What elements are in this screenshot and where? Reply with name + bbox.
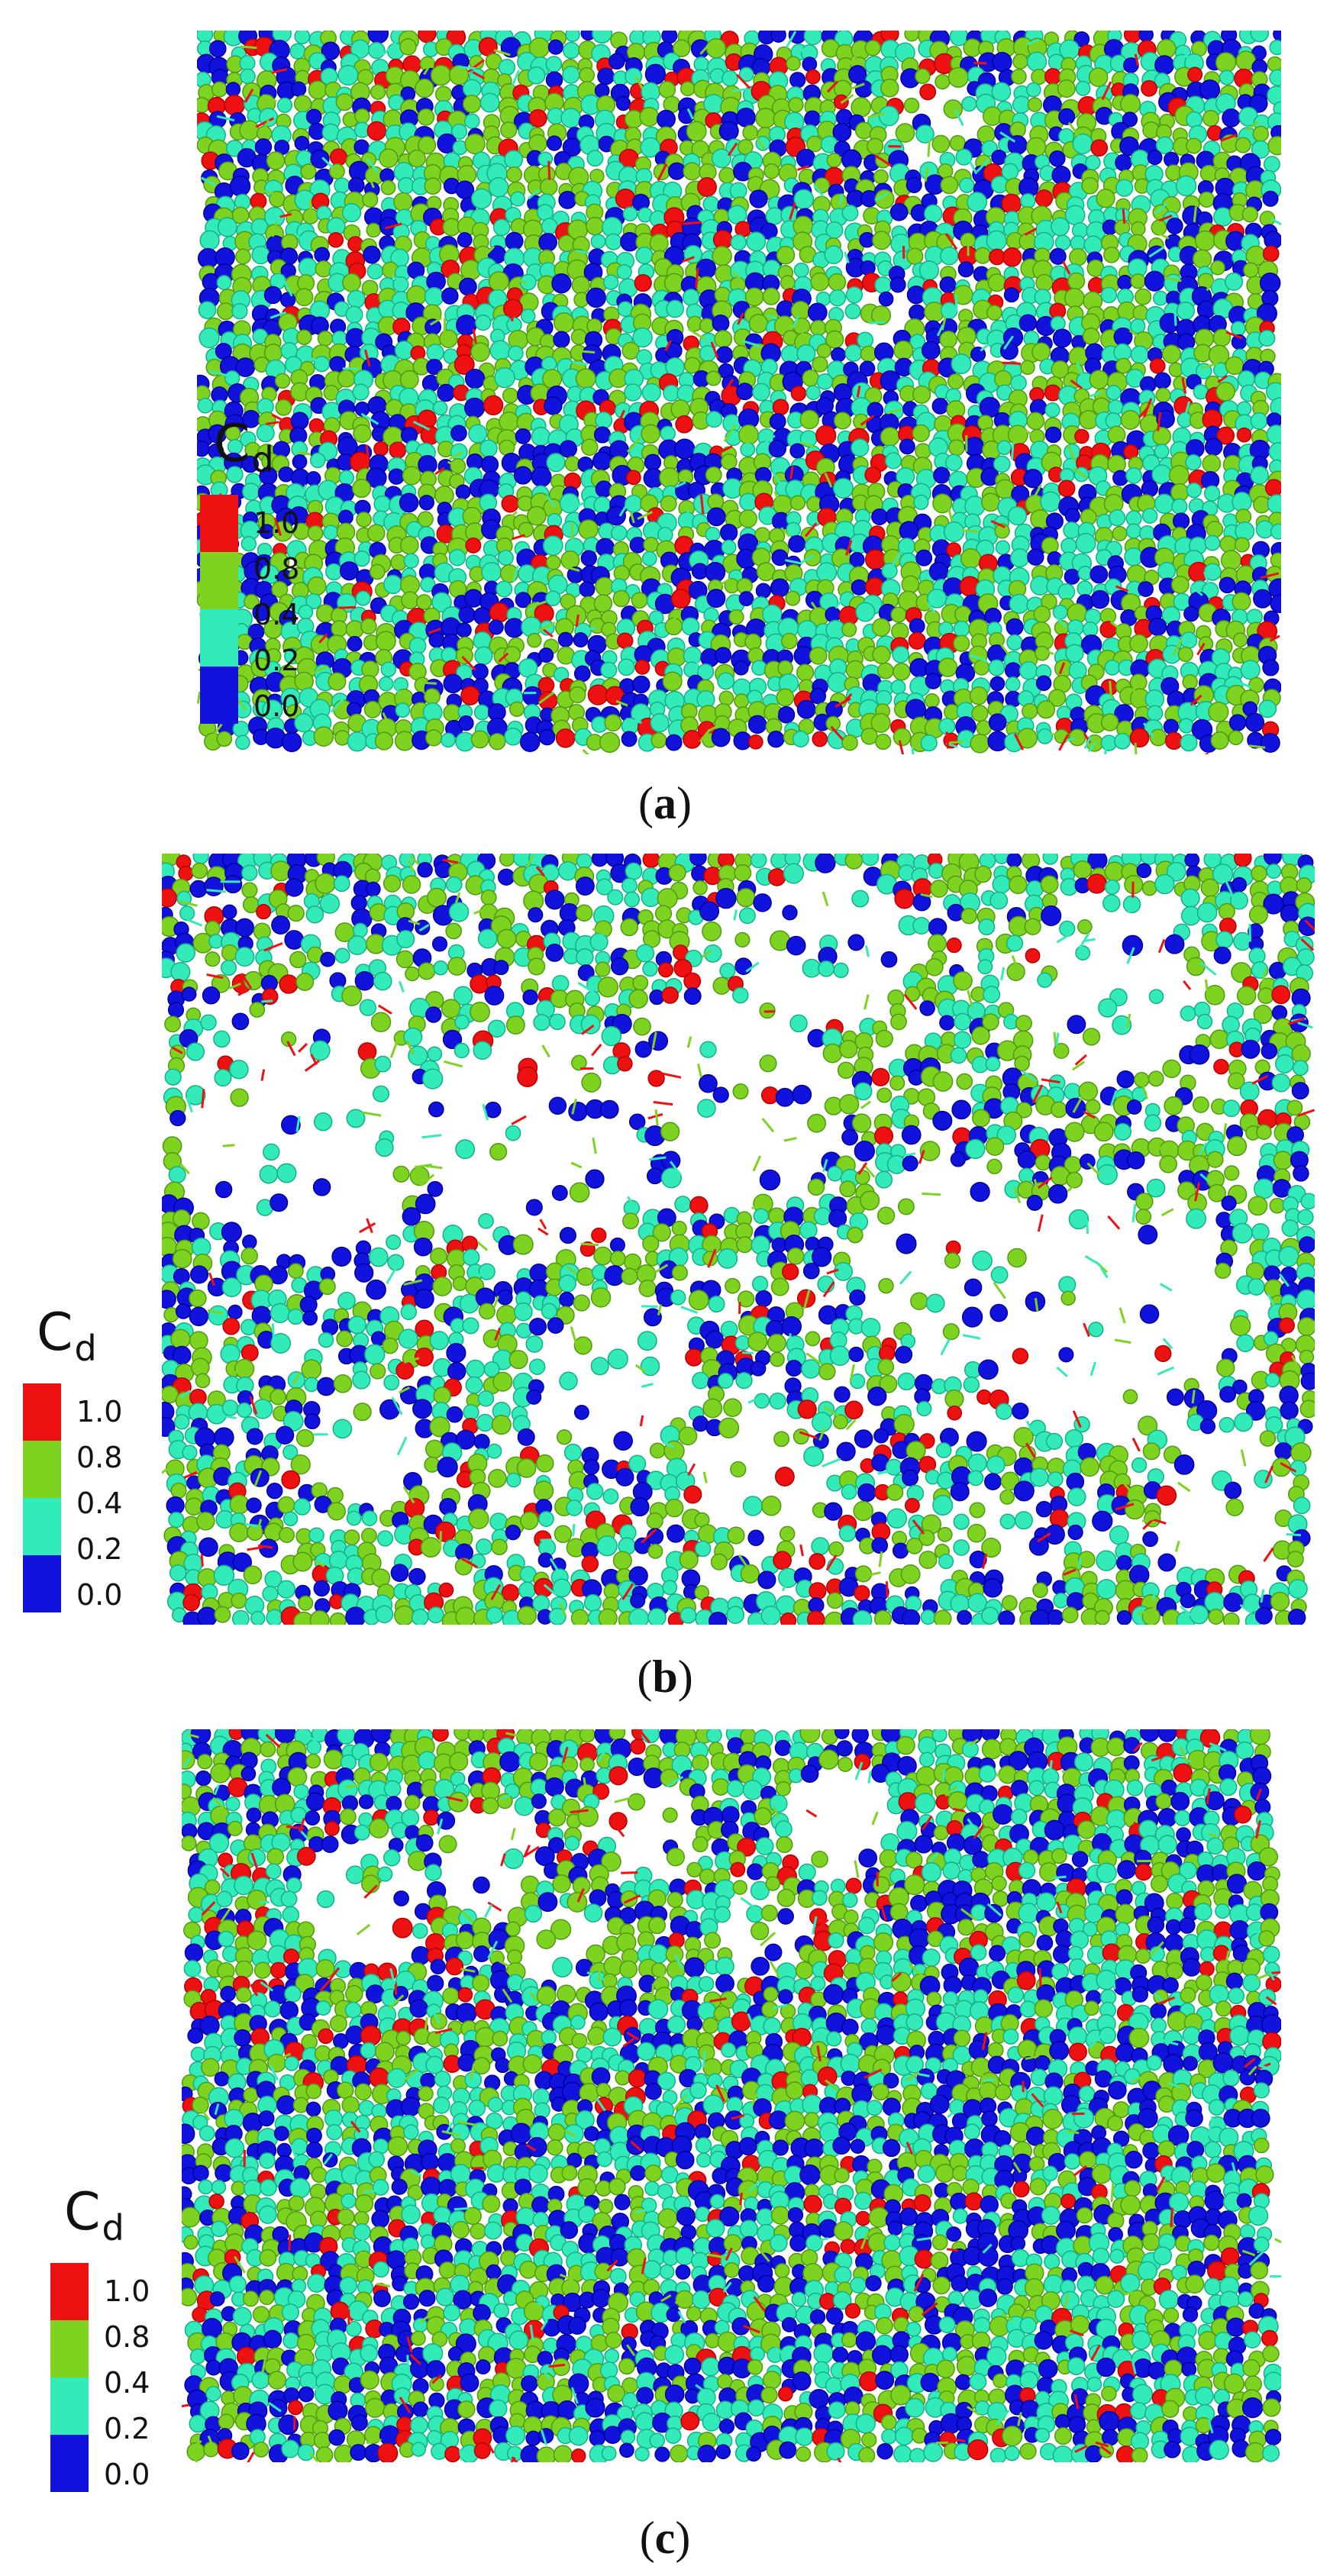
legend-tick: 0.4	[76, 1487, 123, 1520]
legend-tick: 1.0	[253, 506, 300, 540]
legend-tick: 0.4	[104, 2366, 150, 2400]
legend-swatch	[200, 495, 238, 552]
legend-colorbar	[200, 495, 238, 724]
legend-swatch	[200, 552, 238, 609]
legend-swatch	[50, 2377, 89, 2435]
legend-title: Cd	[214, 414, 274, 480]
caption-b: (b)	[637, 1651, 693, 1702]
legend-tick: 0.2	[253, 644, 300, 677]
legend-colorbar	[50, 2263, 89, 2492]
legend-swatch	[50, 2320, 89, 2377]
legend-tick: 1.0	[76, 1395, 123, 1428]
legend-tick: 0.0	[104, 2458, 150, 2491]
caption-c: (c)	[639, 2513, 691, 2563]
legend-colorbar	[23, 1383, 61, 1612]
legend-tick: 0.8	[253, 552, 300, 586]
legend-swatch	[50, 2263, 89, 2320]
particle-field-b	[162, 854, 1315, 1625]
caption-a: (a)	[638, 778, 692, 828]
legend-tick: 0.0	[253, 689, 300, 723]
legend-tick: 0.0	[76, 1578, 123, 1612]
legend-tick: 0.8	[104, 2320, 150, 2354]
legend-tick: 1.0	[104, 2274, 150, 2308]
legend-title: Cd	[64, 2182, 124, 2248]
legend-tick: 0.4	[253, 598, 300, 631]
legend-tick: 0.2	[104, 2412, 150, 2445]
legend-tick: 0.8	[76, 1441, 123, 1474]
legend-swatch	[200, 609, 238, 667]
legend-swatch	[50, 2435, 89, 2492]
legend-swatch	[200, 667, 238, 724]
legend-swatch	[23, 1555, 61, 1612]
particle-field-a	[197, 31, 1281, 754]
legend-swatch	[23, 1441, 61, 1498]
particle-field-c	[182, 1729, 1281, 2462]
legend-swatch	[23, 1383, 61, 1441]
legend-swatch	[23, 1498, 61, 1555]
legend-title: Cd	[37, 1303, 97, 1369]
legend-tick: 0.2	[76, 1532, 123, 1566]
